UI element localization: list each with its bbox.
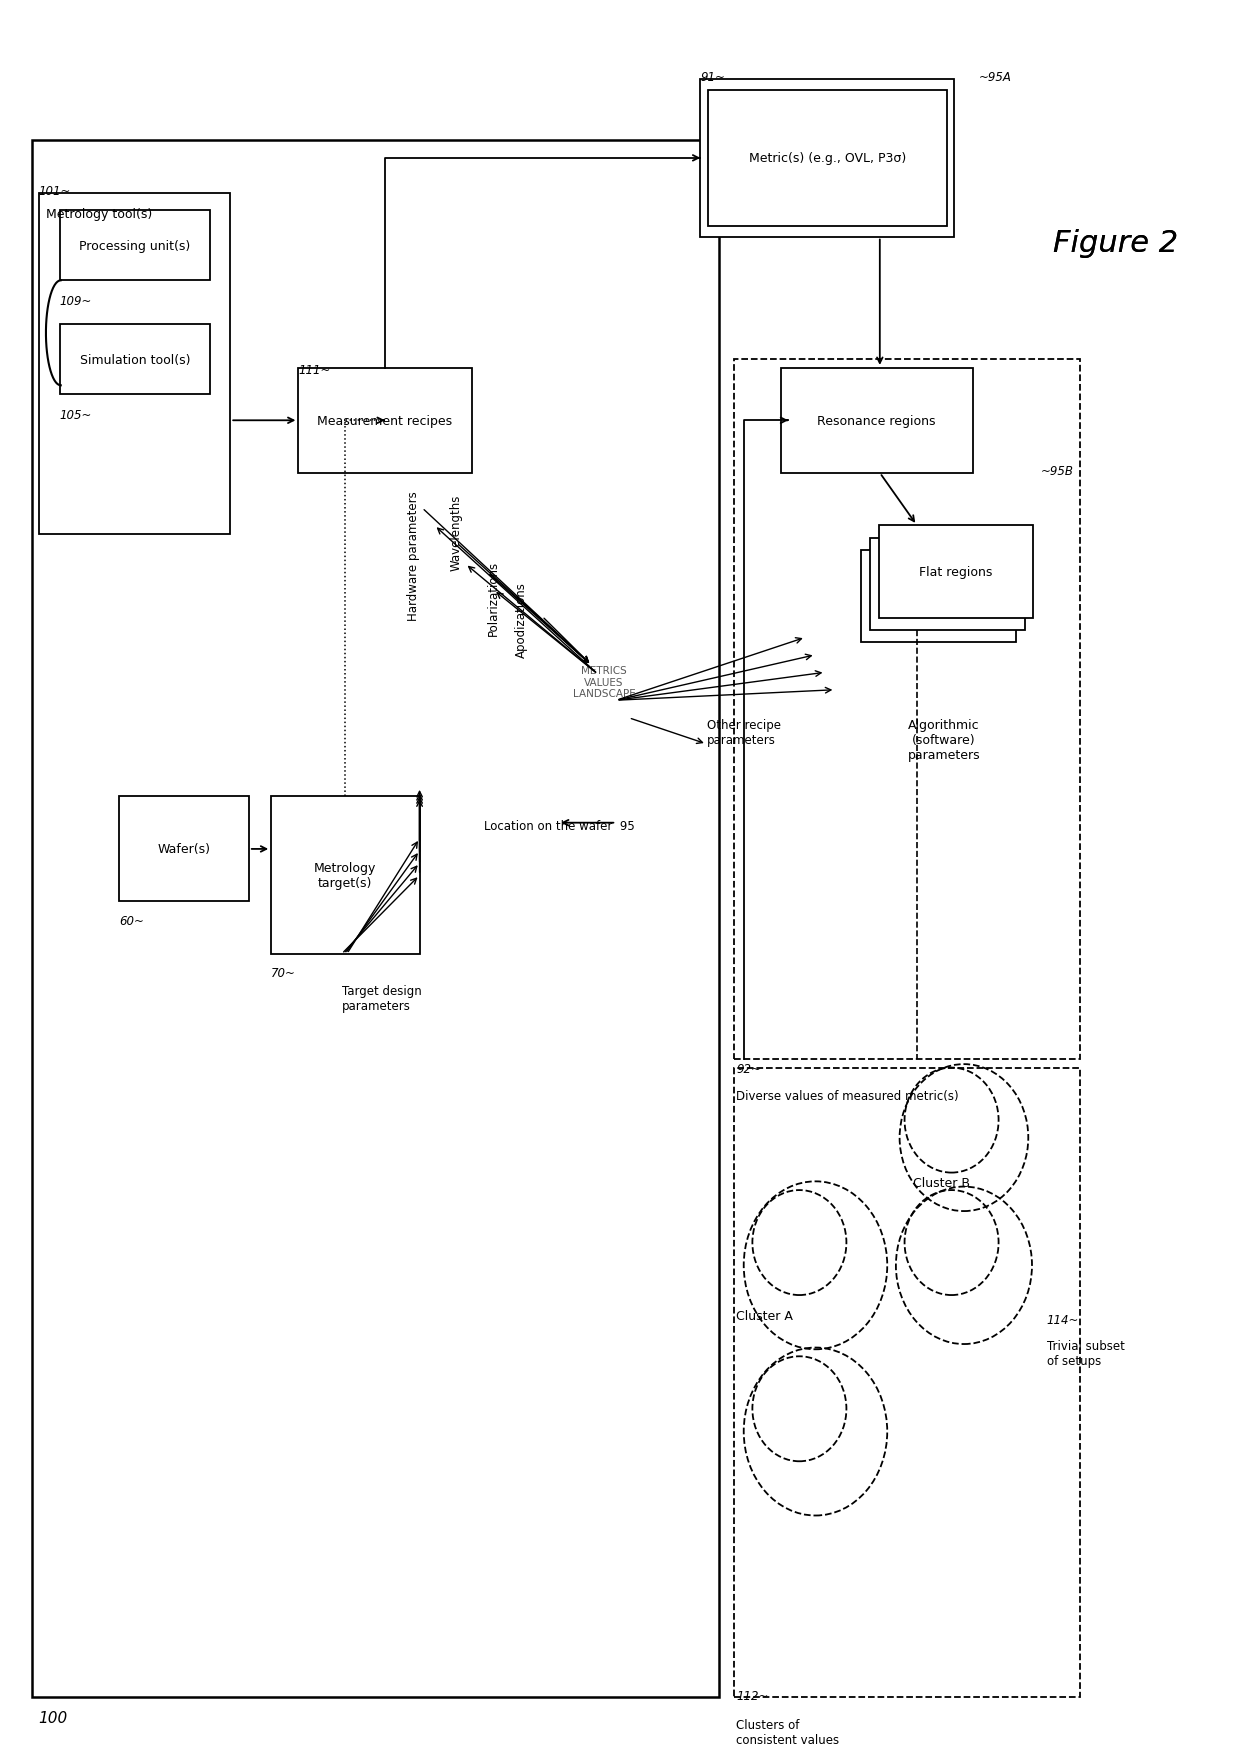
- Text: Clusters of
consistent values: Clusters of consistent values: [737, 1718, 839, 1746]
- Text: Algorithmic
(software)
parameters: Algorithmic (software) parameters: [908, 718, 981, 762]
- Text: Wafer(s): Wafer(s): [157, 842, 211, 856]
- Bar: [60, 325, 211, 395]
- Bar: [734, 360, 1080, 1060]
- Bar: [60, 211, 211, 281]
- Text: Trivial subset
of setups: Trivial subset of setups: [1047, 1339, 1125, 1367]
- Text: 105~: 105~: [60, 409, 92, 421]
- Text: METRICS
VALUES
LANDSCAPE: METRICS VALUES LANDSCAPE: [573, 665, 635, 698]
- Text: Metrology tool(s): Metrology tool(s): [46, 207, 153, 221]
- Bar: [272, 797, 419, 955]
- Text: 114~: 114~: [1047, 1313, 1079, 1325]
- Bar: [701, 81, 954, 237]
- Text: Location on the wafer  95: Location on the wafer 95: [484, 820, 635, 832]
- Text: Figure 2: Figure 2: [1053, 228, 1178, 258]
- Bar: [879, 526, 1033, 618]
- Text: 91~: 91~: [701, 72, 725, 84]
- Text: 100: 100: [38, 1709, 68, 1725]
- Bar: [32, 140, 719, 1697]
- Text: 111~: 111~: [299, 363, 331, 376]
- Bar: [734, 1069, 1080, 1697]
- Text: Cluster B: Cluster B: [913, 1176, 970, 1190]
- Text: Simulation tool(s): Simulation tool(s): [79, 353, 190, 367]
- Text: 92~: 92~: [737, 1064, 761, 1076]
- Text: Metric(s) (e.g., OVL, P3σ): Metric(s) (e.g., OVL, P3σ): [749, 153, 906, 165]
- Text: Target design
parameters: Target design parameters: [342, 985, 422, 1013]
- Text: Wavelengths: Wavelengths: [449, 495, 463, 570]
- Bar: [299, 369, 471, 474]
- Text: Figure 2: Figure 2: [1053, 228, 1178, 258]
- Text: Cluster A: Cluster A: [737, 1309, 794, 1322]
- Text: Flat regions: Flat regions: [919, 565, 992, 579]
- Text: 109~: 109~: [60, 295, 92, 309]
- Text: Metrology
target(s): Metrology target(s): [314, 862, 377, 890]
- Text: Other recipe
parameters: Other recipe parameters: [707, 718, 781, 746]
- Text: Resonance regions: Resonance regions: [817, 414, 936, 428]
- Text: Polarizations: Polarizations: [486, 562, 500, 635]
- Text: 60~: 60~: [119, 914, 144, 927]
- Text: Diverse values of measured metric(s): Diverse values of measured metric(s): [737, 1090, 959, 1102]
- Text: Processing unit(s): Processing unit(s): [79, 240, 191, 253]
- Bar: [781, 369, 972, 474]
- Bar: [38, 193, 231, 535]
- Text: ~95A: ~95A: [978, 72, 1012, 84]
- Bar: [862, 551, 1016, 642]
- Text: Apodizations: Apodizations: [515, 583, 528, 658]
- Text: ~95B: ~95B: [1040, 465, 1074, 477]
- Text: Hardware parameters: Hardware parameters: [407, 491, 420, 621]
- Text: 112~: 112~: [737, 1688, 769, 1702]
- Bar: [708, 91, 946, 226]
- Text: 70~: 70~: [272, 967, 296, 979]
- Bar: [119, 797, 249, 902]
- Text: Measurement recipes: Measurement recipes: [317, 414, 453, 428]
- Text: 101~: 101~: [38, 184, 71, 198]
- Bar: [870, 539, 1024, 630]
